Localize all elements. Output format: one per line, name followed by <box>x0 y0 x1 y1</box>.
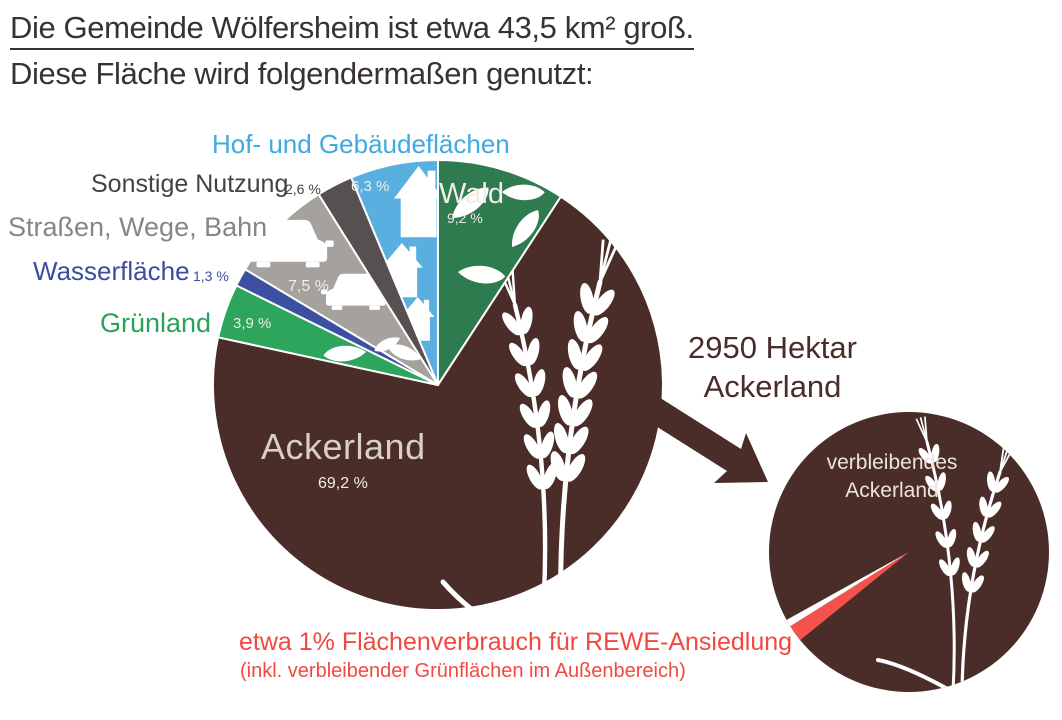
callout-2950-hektar: 2950 Hektar Ackerland <box>655 328 890 406</box>
pct-sonstige-nutzung: 2,6 % <box>285 181 321 197</box>
pct-wald-in-slice: 9,2 % <box>447 210 483 226</box>
label-ackerland-in-slice: Ackerland <box>261 426 426 467</box>
legend-hof-und-gebaeudeflaechen: Hof- und Gebäudeflächen <box>212 129 510 159</box>
label-wald-in-slice: Wald <box>439 178 504 210</box>
remaining-line-2: Ackerland <box>845 478 939 502</box>
wheat-icon <box>440 239 651 611</box>
pie-slice-1 <box>211 195 664 611</box>
pct-ackerland-in-slice: 69,2 % <box>318 475 368 492</box>
remaining-line-1: verbleibendes <box>826 451 958 474</box>
rewe-note-line-2: (inkl. verbleibender Grünflächen im Auße… <box>240 660 686 682</box>
rewe-sliver <box>790 552 909 641</box>
legend-wasserflaeche: Wasserfläche <box>33 256 190 286</box>
pct-hof-in-slice: 6,3 % <box>351 178 390 195</box>
legend-strassen-wege-bahn: Straßen, Wege, Bahn <box>8 212 268 242</box>
pct-gruenland-in-slice: 3,9 % <box>233 315 272 332</box>
legend-sonstige-nutzung: Sonstige Nutzung <box>91 170 289 198</box>
arrow-to-remaining-ackerland <box>613 377 768 483</box>
callout-line-2: Ackerland <box>703 369 842 405</box>
title-line-1: Die Gemeinde Wölfersheim ist etwa 43,5 k… <box>10 11 694 50</box>
legend-gruenland: Grünland <box>100 308 212 338</box>
callout-line-1: 2950 Hektar <box>688 330 857 365</box>
rewe-note-line-1: etwa 1% Flächenverbrauch für REWE-Ansied… <box>239 628 793 656</box>
remaining-ackerland-label: verbleibendes Ackerland <box>797 449 987 505</box>
title-line-2: Diese Fläche wird folgendermaßen genutzt… <box>10 56 594 91</box>
pct-wasserflaeche: 1,3 % <box>193 268 229 284</box>
wheat-icon-small <box>876 416 1037 692</box>
pct-strassen-in-slice: 7,5 % <box>288 278 329 295</box>
sliver-gap <box>786 552 909 627</box>
